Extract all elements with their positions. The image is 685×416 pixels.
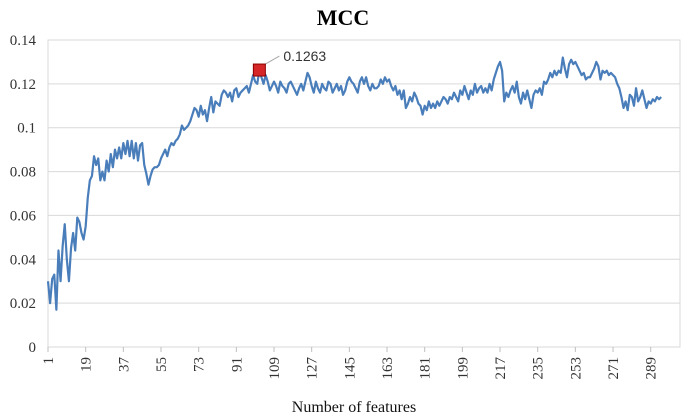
x-tick-label: 145 — [342, 357, 358, 380]
x-axis-label: Number of features — [292, 399, 416, 416]
x-tick-label: 1 — [41, 357, 57, 365]
x-tick-label: 199 — [455, 357, 471, 380]
series-line — [46, 56, 662, 311]
x-axis: 1 19 37 55 73 91 109 127 145 163 181 199 217 235 253 27… — [41, 347, 660, 380]
y-tick-label: 0 — [29, 340, 37, 356]
x-tick-label: 181 — [418, 357, 434, 380]
x-tick-label: 109 — [267, 357, 283, 380]
annotation-label: 0.1263 — [283, 48, 326, 64]
x-tick-label: 271 — [606, 357, 622, 380]
y-tick-label: 0.1 — [17, 121, 36, 137]
y-axis: 0 0.02 0.04 0.06 0.08 0.1 0.12 0.14 — [10, 33, 37, 356]
x-tick-label: 91 — [229, 357, 245, 372]
x-tick-label: 37 — [116, 357, 132, 373]
peak-marker — [252, 63, 266, 77]
plot-frame — [47, 39, 681, 348]
y-tick-label: 0.04 — [10, 252, 37, 268]
x-tick-label: 73 — [192, 357, 208, 372]
y-tick-label: 0.06 — [10, 208, 37, 224]
chart-title: MCC — [317, 5, 370, 30]
x-tick-label: 127 — [305, 357, 321, 380]
x-tick-label: 235 — [531, 357, 547, 380]
x-tick-label: 19 — [79, 357, 95, 372]
x-tick-label: 289 — [644, 357, 660, 380]
x-tick-label: 55 — [154, 357, 170, 372]
x-tick-label: 253 — [568, 357, 584, 380]
grid-layer — [48, 39, 680, 348]
y-tick-label: 0.14 — [10, 33, 37, 49]
x-tick-label: 163 — [380, 357, 396, 380]
x-tick-label: 217 — [493, 357, 509, 380]
annotation-leader-line — [265, 55, 280, 65]
y-tick-label: 0.02 — [10, 296, 36, 312]
peak-annotation: 0.1263 — [252, 48, 326, 77]
y-tick-label: 0.12 — [10, 77, 36, 93]
y-tick-label: 0.08 — [10, 165, 36, 181]
